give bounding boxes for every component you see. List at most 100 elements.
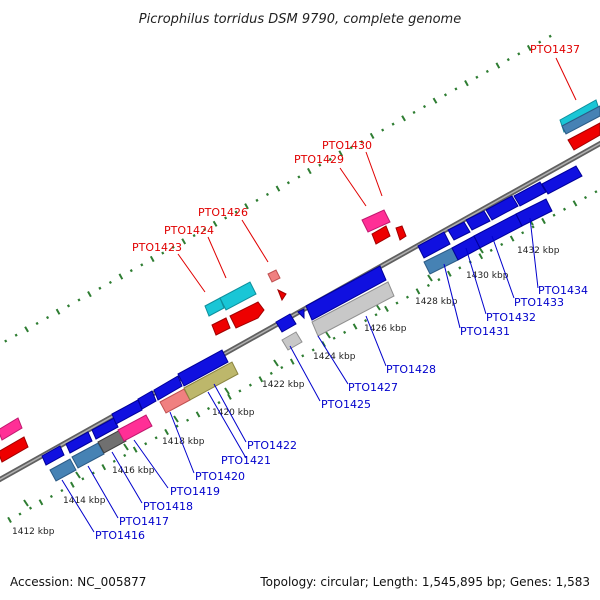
gene-label[interactable]: PTO1428 <box>386 363 436 376</box>
leader-line <box>213 383 247 443</box>
gene-feature[interactable] <box>71 442 105 469</box>
ring-dot <box>297 175 301 179</box>
gene-feature[interactable] <box>561 105 600 135</box>
ring-dot <box>343 330 347 334</box>
gene-feature[interactable] <box>361 209 391 233</box>
gene-feature[interactable] <box>177 349 229 387</box>
ring-dot <box>66 304 71 308</box>
gene-feature[interactable] <box>117 414 153 442</box>
gene-feature[interactable] <box>97 429 127 454</box>
tick-label: 1414 kbp <box>63 496 106 506</box>
gene-feature[interactable] <box>305 265 387 321</box>
gene-label[interactable]: PTO1417 <box>119 515 169 528</box>
ring-dot <box>437 278 441 282</box>
gene-label[interactable]: PTO1426 <box>198 206 248 219</box>
ring-dot <box>478 253 484 260</box>
gene-feature[interactable] <box>0 436 29 463</box>
gene-feature[interactable] <box>91 417 119 440</box>
gene-feature[interactable] <box>567 122 600 151</box>
leader-line <box>317 335 349 385</box>
gene-label[interactable]: PTO1419 <box>170 485 220 498</box>
gene-feature[interactable] <box>417 231 451 259</box>
gene-label[interactable]: PTO1424 <box>164 224 214 237</box>
ring-dot <box>541 217 546 225</box>
gene-feature[interactable] <box>49 458 77 482</box>
ring-dot <box>352 323 358 330</box>
ring-dot <box>258 376 264 383</box>
gene-label[interactable]: PTO1434 <box>538 284 588 297</box>
ring-dot <box>552 213 556 217</box>
gene-label[interactable]: PTO1416 <box>95 529 145 542</box>
gene-features <box>0 99 600 482</box>
ring-dot <box>192 233 196 238</box>
gene-label[interactable]: PTO1422 <box>247 439 297 452</box>
gene-feature[interactable] <box>297 308 305 320</box>
gene-feature[interactable] <box>515 198 553 227</box>
gene-label[interactable]: PTO1423 <box>132 241 182 254</box>
gene-feature[interactable] <box>541 165 583 195</box>
tick-label: 1426 kbp <box>364 324 407 334</box>
ring-dot <box>548 34 552 38</box>
gene-feature[interactable] <box>267 269 281 283</box>
leader-line <box>491 235 515 299</box>
gene-feature[interactable] <box>311 281 395 337</box>
tick-mark: 1422 kbp <box>262 359 305 390</box>
ring-dot <box>140 263 144 267</box>
gene-feature[interactable] <box>485 195 519 221</box>
leader-line <box>555 57 577 101</box>
leader-line <box>289 345 321 402</box>
ring-dot <box>38 499 44 506</box>
genome-summary: Topology: circular; Length: 1,545,895 bp… <box>259 575 590 589</box>
ring-dot <box>4 339 8 343</box>
leader-line <box>111 451 143 504</box>
gene-feature[interactable] <box>41 445 65 466</box>
gene-feature[interactable] <box>65 431 93 454</box>
gene-feature[interactable] <box>277 288 287 302</box>
gene-feature[interactable] <box>137 390 157 410</box>
gene-feature[interactable] <box>183 361 239 401</box>
ring-dot <box>108 280 112 284</box>
ring-dot <box>432 97 438 104</box>
gene-label[interactable]: PTO1421 <box>221 454 271 467</box>
gene-label[interactable]: PTO1420 <box>195 470 245 483</box>
gene-feature[interactable] <box>513 181 547 207</box>
gene-label[interactable]: PTO1437 <box>530 43 580 56</box>
gene-feature[interactable] <box>281 331 303 351</box>
gene-feature[interactable] <box>371 225 391 245</box>
ring-dot <box>374 313 378 317</box>
gene-label[interactable]: PTO1430 <box>322 139 372 152</box>
tick-label: 1430 kbp <box>466 271 509 281</box>
ring-dot <box>412 110 416 115</box>
gene-feature[interactable] <box>211 317 231 336</box>
leader-line <box>241 219 269 263</box>
gene-label[interactable]: PTO1427 <box>348 381 398 394</box>
ring-dot <box>217 401 221 405</box>
gene-feature[interactable] <box>229 301 265 329</box>
tick-mark: 1424 kbp <box>313 331 356 362</box>
gene-label[interactable]: PTO1425 <box>321 398 371 411</box>
ring-dot <box>454 87 458 91</box>
gene-label[interactable]: PTO1431 <box>460 325 510 338</box>
ring-dot <box>447 270 452 277</box>
gene-feature[interactable] <box>219 281 257 311</box>
gene-feature[interactable] <box>395 225 407 241</box>
gene-feature[interactable] <box>204 297 225 317</box>
ring-dot <box>60 489 64 493</box>
gene-feature[interactable] <box>447 221 471 241</box>
gene-feature[interactable] <box>465 210 491 231</box>
gene-feature[interactable] <box>0 417 23 441</box>
gene-label[interactable]: PTO1429 <box>294 153 344 166</box>
gene-feature[interactable] <box>275 313 297 333</box>
leader-line <box>465 247 487 315</box>
gene-label[interactable]: PTO1418 <box>143 500 193 513</box>
gene-label[interactable]: PTO1433 <box>514 296 564 309</box>
gene-label[interactable]: PTO1432 <box>486 311 536 324</box>
gene-feature[interactable] <box>153 375 183 401</box>
ring-dot <box>244 203 249 210</box>
ring-dot <box>18 512 22 516</box>
ring-dot <box>14 333 18 337</box>
ring-dot <box>46 315 50 320</box>
ring-dot <box>206 406 211 411</box>
ring-dot <box>332 336 336 340</box>
gene-feature[interactable] <box>111 399 143 425</box>
